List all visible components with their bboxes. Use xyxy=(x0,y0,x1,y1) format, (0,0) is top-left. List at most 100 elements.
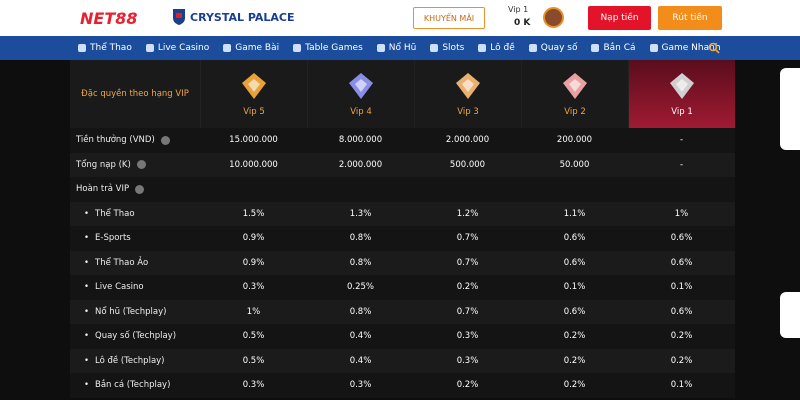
cell-value: 1.5% xyxy=(242,208,265,219)
row-label: Lô đề (Techplay) xyxy=(70,356,200,366)
info-icon[interactable] xyxy=(135,184,145,194)
cell-value: 2.000.000 xyxy=(445,135,490,146)
cell-value: - xyxy=(679,159,684,170)
cell-value: 0.1% xyxy=(670,282,693,293)
cell-value: 2.000.000 xyxy=(338,159,383,170)
nav-item[interactable]: Lô đề xyxy=(478,43,514,53)
cell-value: 0.2% xyxy=(456,380,479,391)
nav-item[interactable]: Bắn Cá xyxy=(591,43,635,53)
tier-header: Vip 2 xyxy=(521,60,628,128)
nav-item[interactable]: Thể Thao xyxy=(78,43,132,53)
cell-value: 0.2% xyxy=(670,331,693,342)
row-label-text: Bắn cá (Techplay) xyxy=(95,380,171,391)
info-icon[interactable] xyxy=(136,160,146,170)
cell-value: 0.9% xyxy=(242,257,265,268)
row-label: Quay số (Techplay) xyxy=(70,331,200,341)
cell-value: 50.000 xyxy=(559,159,590,170)
withdraw-button[interactable]: Rút tiền xyxy=(658,6,722,30)
table-row: Tiền thưởng (VND) 15.000.000 8.000.000 2.00… xyxy=(70,128,735,153)
nav-item[interactable]: Live Casino xyxy=(146,43,209,53)
table-row: Nổ hũ (Techplay) 1% 0.8% 0.7% 0.6% 0.6% xyxy=(70,299,735,324)
tier-header: Vip 4 xyxy=(307,60,414,128)
cell-value: 0.7% xyxy=(456,233,479,244)
cell-value: 0.2% xyxy=(563,380,586,391)
tier-name: Vip 3 xyxy=(457,107,479,117)
table-row: Live Casino 0.3% 0.25% 0.2% 0.1% 0.1% xyxy=(70,275,735,300)
tier-header: Vip 3 xyxy=(414,60,521,128)
avatar[interactable] xyxy=(543,7,564,28)
cell-value: 0.2% xyxy=(563,331,586,342)
row-label-text: Thể Thao xyxy=(95,208,135,219)
cell-value: 0.8% xyxy=(349,306,372,317)
cell-value: 0.2% xyxy=(563,355,586,366)
cell-value: 0.3% xyxy=(349,380,372,391)
header: NET88 CRYSTAL PALACE KHUYẾN MÃI Vip 1 0 … xyxy=(0,0,800,36)
cell-value: 0.8% xyxy=(349,257,372,268)
nav-item[interactable]: Slots xyxy=(430,43,464,53)
cell-value: 0.6% xyxy=(563,257,586,268)
cell-value: 0.3% xyxy=(456,355,479,366)
nav-item[interactable]: Game Bài xyxy=(223,43,279,53)
row-label-text: Nổ hũ (Techplay) xyxy=(95,306,167,317)
cell-value: 8.000.000 xyxy=(338,135,383,146)
row-label: Tổng nạp (K) xyxy=(70,160,200,170)
cell-value: 500.000 xyxy=(449,159,486,170)
balance: 0 K xyxy=(514,18,531,28)
nav-item[interactable]: Quay số xyxy=(529,43,578,53)
cell-value: 0.4% xyxy=(349,355,372,366)
partner-name: CRYSTAL PALACE xyxy=(190,11,295,24)
table-row: Tổng nạp (K) 10.000.000 2.000.000 500.000 50… xyxy=(70,152,735,177)
row-label: Thể Thao xyxy=(70,209,200,219)
row-label-text: E-Sports xyxy=(95,233,131,244)
cell-value: 1.1% xyxy=(563,208,586,219)
table-corner: Đặc quyền theo hạng VIP xyxy=(70,60,200,128)
tier-badge xyxy=(349,73,373,99)
search-icon[interactable] xyxy=(708,42,720,54)
cell-value: 1.3% xyxy=(349,208,372,219)
tier-name: Vip 5 xyxy=(243,107,265,117)
nav-item[interactable]: Game Nhanh xyxy=(650,43,721,53)
deposit-button[interactable]: Nạp tiền xyxy=(588,6,651,30)
cell-value: 0.1% xyxy=(563,282,586,293)
tier-name: Vip 2 xyxy=(564,107,586,117)
row-label-text: Quay số (Techplay) xyxy=(95,331,177,342)
side-contacts[interactable] xyxy=(780,68,800,150)
row-label-text: Live Casino xyxy=(95,282,144,293)
nav-item[interactable]: Nổ Hũ xyxy=(377,43,417,53)
info-icon[interactable] xyxy=(160,135,170,145)
side-tools[interactable] xyxy=(780,292,800,338)
cell-value: 0.3% xyxy=(242,282,265,293)
row-label: Hoàn trả VIP xyxy=(70,184,200,194)
tier-badge xyxy=(242,73,266,99)
cell-value: 0.2% xyxy=(670,355,693,366)
tier-badge xyxy=(456,73,480,99)
cell-value: 1% xyxy=(674,208,689,219)
cell-value: 0.8% xyxy=(349,233,372,244)
row-label-text: Hoàn trả VIP xyxy=(76,184,130,195)
tier-badge xyxy=(563,73,587,99)
row-label-text: Tiền thưởng (VND) xyxy=(76,135,155,146)
table-row: Thể Thao 1.5% 1.3% 1.2% 1.1% 1% xyxy=(70,201,735,226)
tier-header: Vip 5 xyxy=(200,60,307,128)
cell-value: 1.2% xyxy=(456,208,479,219)
partner-crest xyxy=(173,9,185,25)
row-label: E-Sports xyxy=(70,233,200,243)
table-row: Thể Thao Ảo 0.9% 0.8% 0.7% 0.6% 0.6% xyxy=(70,250,735,275)
nav-item[interactable]: Table Games xyxy=(293,43,363,53)
vip-table: Đặc quyền theo hạng VIP Vip 5 Vip 4 Vip 3 Vi… xyxy=(70,60,735,398)
cell-value: 0.2% xyxy=(456,282,479,293)
row-label-text: Thể Thao Ảo xyxy=(95,257,149,268)
cell-value: 15.000.000 xyxy=(229,135,278,146)
cell-value: 0.4% xyxy=(349,331,372,342)
table-row: Lô đề (Techplay) 0.5% 0.4% 0.3% 0.2% 0.2% xyxy=(70,348,735,373)
logo[interactable]: NET88 xyxy=(80,9,138,28)
table-row: E-Sports 0.9% 0.8% 0.7% 0.6% 0.6% xyxy=(70,226,735,251)
cell-value: 10.000.000 xyxy=(229,159,278,170)
cell-value: 0.7% xyxy=(456,257,479,268)
cell-value: 0.6% xyxy=(670,257,693,268)
promo-button[interactable]: KHUYẾN MÃI xyxy=(413,7,485,29)
cell-value: 200.000 xyxy=(556,135,593,146)
cell-value: 0.5% xyxy=(242,331,265,342)
